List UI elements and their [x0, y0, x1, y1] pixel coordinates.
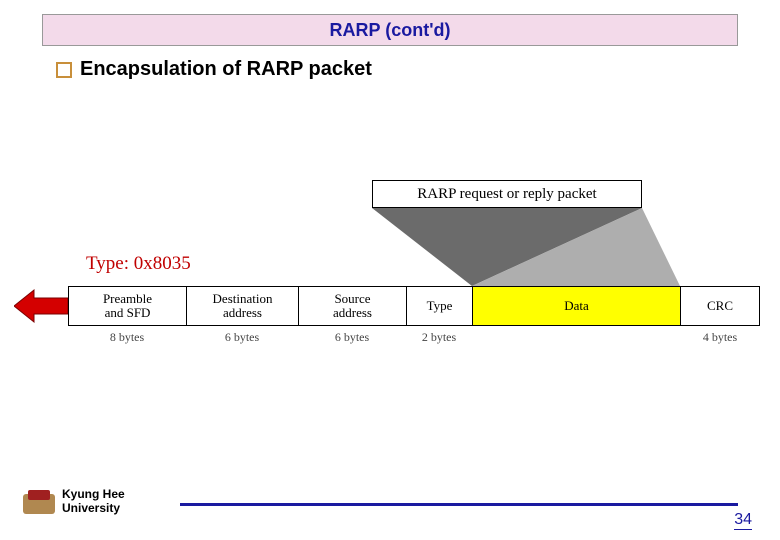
page-number: 34 — [734, 511, 752, 530]
frame-cell: Preambleand SFD — [68, 286, 186, 326]
footer-university: Kyung Hee University — [62, 488, 125, 516]
frame-sizes-row: 8 bytes6 bytes6 bytes2 bytes4 bytes — [68, 330, 760, 345]
rarp-packet-label: RARP request or reply packet — [417, 186, 596, 203]
frame-cell: Type — [406, 286, 472, 326]
type-label: Type: 0x8035 — [86, 253, 191, 275]
bullet-row: Encapsulation of RARP packet — [56, 58, 372, 81]
frame-size-label: 6 bytes — [186, 330, 298, 345]
frame-size-label: 8 bytes — [68, 330, 186, 345]
footer-line1: Kyung Hee — [62, 487, 125, 501]
frame-cell: CRC — [680, 286, 760, 326]
title-text: RARP (cont'd) — [330, 20, 451, 41]
frame-cell: Sourceaddress — [298, 286, 406, 326]
university-logo-icon — [22, 488, 56, 516]
bullet-text: Encapsulation of RARP packet — [80, 58, 372, 81]
frame-size-label: 4 bytes — [680, 330, 760, 345]
frame-cell: Destinationaddress — [186, 286, 298, 326]
frame-cell: Data — [472, 286, 680, 326]
footer-rule — [180, 502, 738, 506]
title-bar: RARP (cont'd) — [42, 14, 738, 46]
frame-size-label: 2 bytes — [406, 330, 472, 345]
frame-size-label — [472, 330, 680, 345]
rarp-packet-box: RARP request or reply packet — [372, 180, 642, 208]
bullet-icon — [56, 62, 72, 78]
red-arrow-icon — [14, 286, 70, 326]
footer-line2: University — [62, 501, 120, 515]
frame-size-label: 6 bytes — [298, 330, 406, 345]
ethernet-frame-table: Preambleand SFDDestinationaddressSourcea… — [68, 286, 760, 326]
